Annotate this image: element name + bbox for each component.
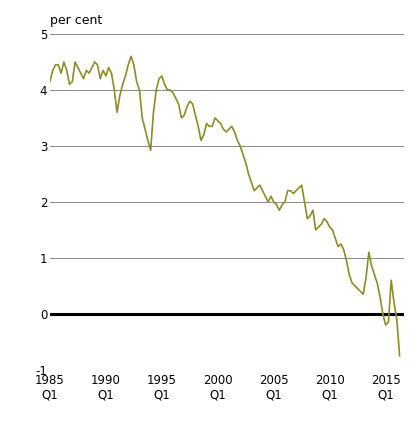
- Text: per cent: per cent: [50, 14, 102, 27]
